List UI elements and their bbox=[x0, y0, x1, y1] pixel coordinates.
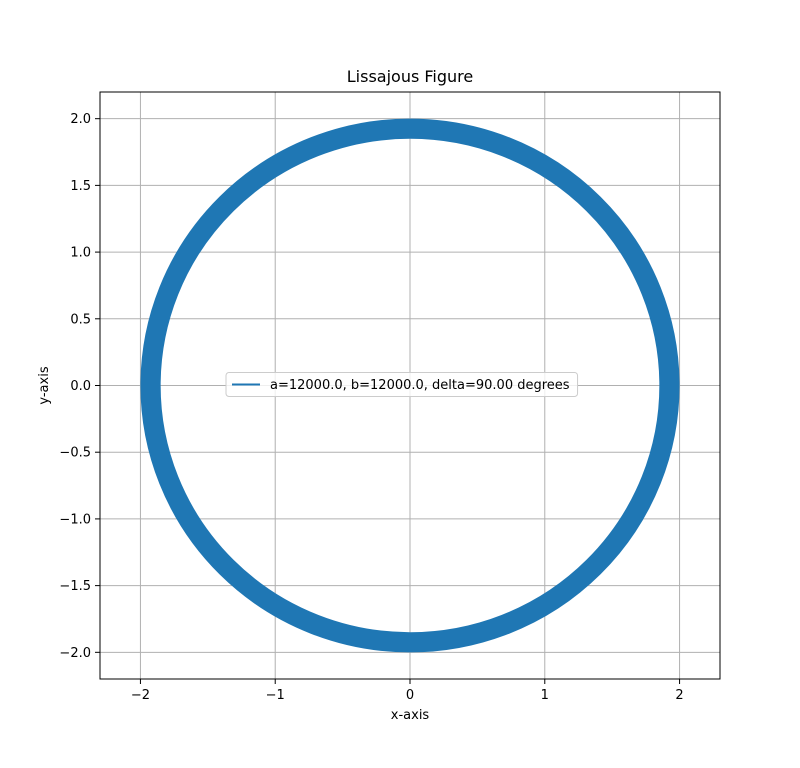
x-tick-label: 2 bbox=[675, 688, 683, 703]
legend-label: a=12000.0, b=12000.0, delta=90.00 degree… bbox=[270, 378, 570, 393]
x-tick-label: −1 bbox=[266, 688, 285, 703]
x-tick-label: 1 bbox=[541, 688, 549, 703]
legend-box bbox=[225, 372, 579, 397]
x-tick-label: 0 bbox=[406, 688, 414, 703]
series-layer bbox=[140, 118, 680, 653]
legend: a=12000.0, b=12000.0, delta=90.00 degree… bbox=[225, 372, 579, 397]
y-tick-label: −1.5 bbox=[59, 579, 91, 594]
y-tick-label: 0.5 bbox=[70, 312, 91, 327]
series-line bbox=[140, 118, 680, 653]
y-tick-label: −0.5 bbox=[59, 446, 91, 461]
y-tick-label: −1.0 bbox=[59, 512, 91, 527]
y-tick-label: 1.5 bbox=[70, 179, 91, 194]
x-tick-label: −2 bbox=[131, 688, 150, 703]
y-axis-label: y-axis bbox=[37, 366, 52, 404]
y-tick-label: −2.0 bbox=[59, 646, 91, 661]
x-axis-label: x-axis bbox=[391, 708, 430, 723]
y-tick-label: 1.0 bbox=[70, 246, 91, 261]
y-tick-label: 0.0 bbox=[70, 379, 91, 394]
axis-ticks: −2 −1 0 1 2 −2.0 −1.5 −1.0 −0.5 0.0 0.5 1.0 1.5 2.0 bbox=[59, 112, 683, 703]
chart-title: Lissajous Figure bbox=[347, 67, 473, 86]
y-tick-label: 2.0 bbox=[70, 112, 91, 127]
